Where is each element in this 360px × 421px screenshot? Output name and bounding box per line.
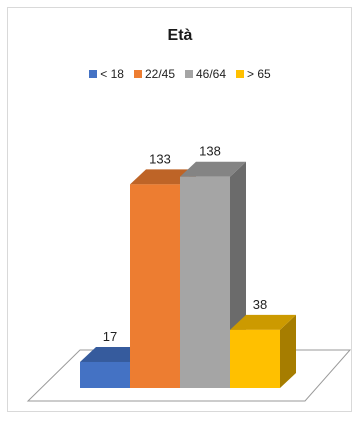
data-label: 138	[199, 144, 221, 159]
legend-item: 46/64	[185, 67, 226, 81]
legend-item: < 18	[89, 67, 124, 81]
bar-top	[180, 161, 246, 177]
legend-item: > 65	[236, 67, 271, 81]
bar-side	[280, 314, 296, 388]
chart-floor	[26, 349, 352, 402]
chart-legend: < 18 22/45 46/64 > 65	[0, 67, 360, 81]
data-label: 38	[253, 297, 267, 312]
chart-title: Età	[167, 27, 193, 44]
bar	[230, 329, 280, 388]
legend-label: < 18	[100, 67, 124, 81]
legend-label: 46/64	[196, 67, 227, 81]
data-label: 133	[149, 151, 171, 166]
bar-top	[80, 346, 146, 362]
legend-swatch	[89, 70, 98, 78]
legend-label: 22/45	[144, 67, 175, 81]
legend-item: 22/45	[133, 67, 175, 81]
bar	[180, 176, 230, 388]
legend-label: > 65	[247, 67, 271, 81]
bar	[80, 361, 130, 388]
legend-swatch	[185, 70, 193, 78]
data-label: 17	[103, 329, 117, 344]
legend-swatch	[236, 70, 245, 78]
bar	[130, 184, 180, 388]
bar-top	[230, 314, 296, 330]
bar-top	[130, 169, 196, 185]
legend-swatch	[133, 70, 142, 78]
